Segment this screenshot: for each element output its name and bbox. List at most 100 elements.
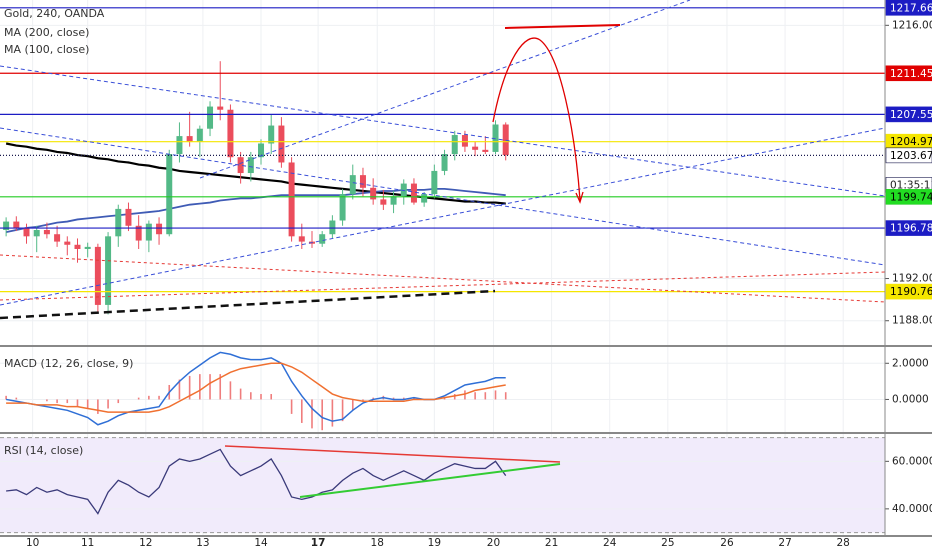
x-tick-label: 24 [603, 537, 617, 549]
candle-body [23, 227, 30, 237]
histogram-bar [66, 399, 69, 404]
histogram-bar [484, 392, 487, 400]
histogram-bar [97, 399, 99, 414]
candle-body [74, 244, 81, 249]
trend-line [199, 0, 691, 179]
price-tag [885, 189, 932, 205]
histogram-bar [331, 399, 334, 427]
histogram-bar [219, 374, 222, 400]
x-tick-label: 28 [837, 537, 850, 549]
candle-body [278, 125, 285, 163]
candle-body [482, 149, 489, 152]
histogram-bar [402, 397, 405, 400]
x-tick-label: 25 [661, 537, 674, 549]
arrow-head [575, 191, 584, 204]
histogram-bar [229, 381, 232, 400]
histogram-bar [413, 397, 415, 400]
candle-body [288, 162, 295, 237]
candle-body [115, 208, 122, 237]
histogram-bar [321, 399, 323, 431]
candle-body [339, 194, 346, 221]
candle-body [135, 225, 142, 241]
trend-line [0, 254, 886, 303]
candle-body [13, 221, 20, 228]
candle-body [207, 106, 214, 129]
candle-body [94, 246, 101, 305]
histogram-bar [494, 390, 497, 400]
legend-entry: MA (200, close) [4, 26, 89, 39]
histogram-bar [188, 375, 191, 400]
histogram-bar [474, 392, 476, 400]
x-tick-label: 27 [778, 537, 791, 549]
histogram-bar [178, 379, 181, 400]
candle-body [400, 183, 407, 197]
countdown-label: 01:35:11 [890, 179, 932, 191]
y-tick-label: 2.0000 [892, 357, 929, 369]
histogram-bar [270, 394, 273, 400]
x-tick-label: 21 [545, 537, 558, 549]
price-tag [885, 283, 932, 300]
candle-body [54, 234, 61, 242]
trend-line [0, 127, 886, 306]
histogram-bar [311, 399, 313, 429]
chart-title: Gold, 240, OANDA [4, 7, 105, 20]
candle-body [329, 220, 336, 235]
drawings [0, 0, 886, 498]
candle-body [166, 154, 173, 235]
candle-body [258, 143, 265, 158]
projection-arc [492, 37, 581, 201]
histogram-bar [290, 399, 293, 414]
y-tick-label: 40.0000 [892, 503, 932, 515]
price-tag [885, 220, 932, 236]
candle-body [431, 170, 438, 195]
line-series [6, 448, 507, 515]
candle-body [237, 157, 244, 174]
candle-body [349, 175, 356, 195]
candle-body [64, 241, 71, 245]
candle-body [43, 230, 50, 235]
x-tick-label: 26 [720, 537, 734, 549]
candle-body [441, 154, 448, 171]
candle-body [217, 106, 224, 110]
price-tag-label: 1217.661 [890, 2, 932, 14]
y-tick-label: 1216.000 [892, 19, 932, 31]
candle-body [227, 109, 234, 158]
price-tag-label: 1204.972 [890, 136, 932, 148]
x-tick-label: 17 [311, 537, 326, 549]
histogram-bar [15, 397, 18, 400]
x-tick-label: 10 [26, 537, 39, 549]
x-tick-label: 13 [196, 537, 209, 549]
histogram-bar [56, 399, 58, 404]
histogram-bar [86, 399, 89, 409]
trend-line [0, 127, 886, 266]
panel-title: RSI (14, close) [4, 444, 83, 457]
line-series [6, 362, 506, 413]
candle-body [125, 208, 132, 226]
x-tick-label: 18 [371, 537, 384, 549]
candle-body [380, 199, 387, 205]
rsi-trend-line [224, 445, 561, 463]
candle-body [84, 246, 91, 249]
histogram-bar [392, 397, 395, 400]
histogram-bar [239, 388, 242, 400]
candle-body [3, 221, 10, 230]
legend-entry: MA (100, close) [4, 43, 89, 56]
price-tag [885, 147, 932, 164]
x-tick-label: 20 [487, 537, 500, 549]
candle-body [33, 230, 40, 237]
candle-body [156, 223, 163, 235]
histogram-bar [137, 397, 140, 400]
candle-body [298, 236, 305, 242]
candle-body [461, 135, 468, 147]
price-tag [885, 106, 932, 123]
y-tick-label: 0.0000 [892, 393, 929, 405]
histogram-bar [260, 394, 262, 400]
histogram-bar [46, 399, 48, 402]
price-tag [885, 0, 932, 16]
histogram-bar [464, 390, 466, 400]
candle-body [247, 157, 254, 174]
candle-body [492, 124, 499, 152]
histogram-bar [117, 399, 120, 404]
price-tag-label: 1190.761 [890, 286, 932, 298]
price-tag-label: 1207.559 [890, 109, 932, 121]
